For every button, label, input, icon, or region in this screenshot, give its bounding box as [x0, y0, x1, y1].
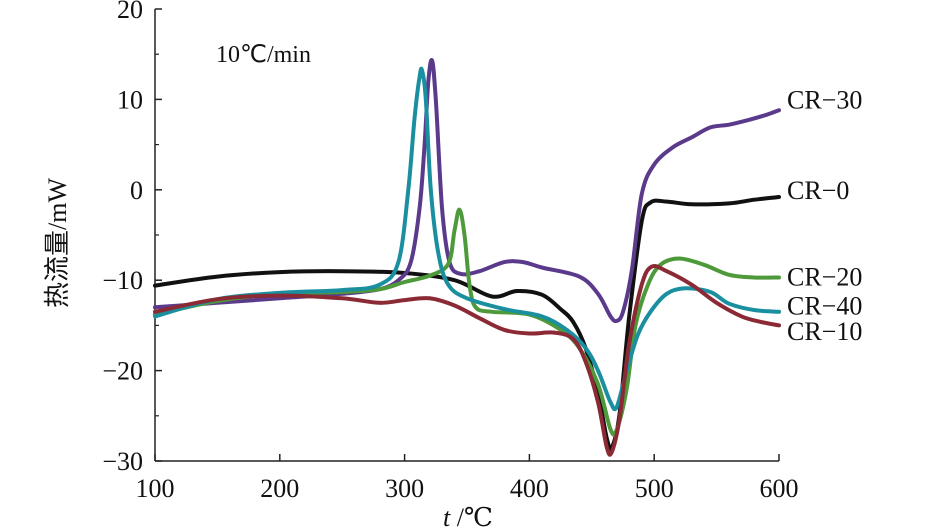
series-group: [153, 57, 781, 457]
series-line-cr-10: [153, 263, 781, 457]
series-label: CR−30: [787, 85, 862, 114]
series-line-cr-40: [153, 66, 781, 412]
y-tick-label: 20: [117, 0, 143, 24]
y-tick-label: 0: [130, 176, 143, 205]
series-label: CR−20: [787, 263, 862, 292]
x-axis-title: t /℃: [443, 503, 493, 531]
rate-annotation: 10℃/min: [216, 42, 311, 68]
x-tick-label: 600: [760, 474, 799, 503]
x-tick-label: 300: [385, 474, 424, 503]
x-tick-label: 100: [136, 474, 175, 503]
y-tick-label: 10: [117, 85, 143, 114]
series-line-cr-30: [153, 57, 781, 324]
y-tick-label: −30: [102, 447, 143, 476]
series-label: CR−40: [787, 292, 862, 321]
y-tick-label: −20: [102, 357, 143, 386]
x-tick-label: 400: [510, 474, 549, 503]
series-line-cr-20: [153, 207, 781, 437]
y-tick-label: −10: [102, 266, 143, 295]
x-tick-label: 500: [635, 474, 674, 503]
y-axis-title: 热流量/mW: [43, 178, 72, 308]
x-tick-label: 200: [260, 474, 299, 503]
series-label: CR−10: [787, 317, 862, 346]
series-label: CR−0: [787, 176, 849, 205]
series-line-cr-0: [153, 195, 781, 451]
